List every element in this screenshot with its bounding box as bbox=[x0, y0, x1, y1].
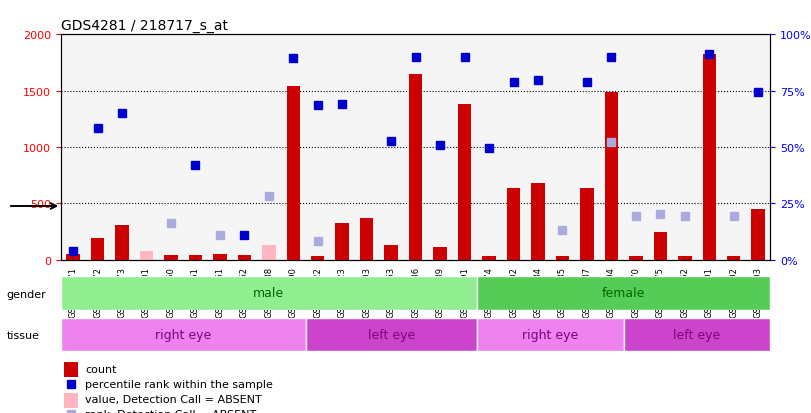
Text: tissue: tissue bbox=[6, 330, 40, 340]
Bar bbox=[64, 363, 78, 377]
Bar bbox=[360, 218, 373, 260]
Bar bbox=[91, 239, 105, 260]
Bar bbox=[678, 257, 692, 260]
Bar bbox=[531, 184, 545, 260]
Text: GDS4281 / 218717_s_at: GDS4281 / 218717_s_at bbox=[61, 19, 228, 33]
Bar bbox=[433, 248, 447, 260]
Text: percentile rank within the sample: percentile rank within the sample bbox=[85, 379, 272, 389]
Bar bbox=[752, 209, 765, 260]
Bar bbox=[409, 74, 423, 260]
Bar bbox=[556, 257, 569, 260]
Bar bbox=[654, 232, 667, 260]
Text: rank, Detection Call = ABSENT: rank, Detection Call = ABSENT bbox=[85, 408, 256, 413]
Bar bbox=[189, 256, 202, 260]
Bar bbox=[336, 223, 349, 260]
Bar bbox=[458, 105, 471, 260]
Bar bbox=[507, 188, 520, 260]
Bar bbox=[580, 188, 594, 260]
Text: value, Detection Call = ABSENT: value, Detection Call = ABSENT bbox=[85, 394, 262, 404]
Text: male: male bbox=[253, 287, 285, 300]
Bar bbox=[262, 249, 276, 260]
Text: right eye: right eye bbox=[155, 328, 212, 341]
Bar bbox=[238, 256, 251, 260]
Bar bbox=[164, 256, 178, 260]
Bar bbox=[605, 93, 618, 260]
Bar bbox=[213, 254, 226, 260]
Bar bbox=[262, 246, 276, 260]
Bar bbox=[61, 277, 477, 310]
Bar bbox=[139, 257, 153, 260]
Bar bbox=[64, 393, 78, 408]
Bar bbox=[67, 254, 79, 260]
Bar bbox=[306, 318, 477, 351]
Text: female: female bbox=[602, 287, 646, 300]
Text: right eye: right eye bbox=[522, 328, 578, 341]
Bar bbox=[286, 87, 300, 260]
Bar bbox=[629, 257, 642, 260]
Text: count: count bbox=[85, 364, 117, 374]
Text: left eye: left eye bbox=[673, 328, 721, 341]
Bar bbox=[477, 318, 624, 351]
Bar bbox=[115, 225, 129, 260]
Bar bbox=[61, 318, 306, 351]
Bar bbox=[477, 277, 770, 310]
Text: left eye: left eye bbox=[367, 328, 414, 341]
Bar bbox=[139, 251, 153, 260]
Bar bbox=[727, 257, 740, 260]
Bar bbox=[483, 257, 496, 260]
Bar bbox=[624, 318, 770, 351]
Bar bbox=[384, 246, 398, 260]
Bar bbox=[311, 257, 324, 260]
Text: gender: gender bbox=[6, 289, 46, 299]
Bar bbox=[702, 55, 716, 260]
